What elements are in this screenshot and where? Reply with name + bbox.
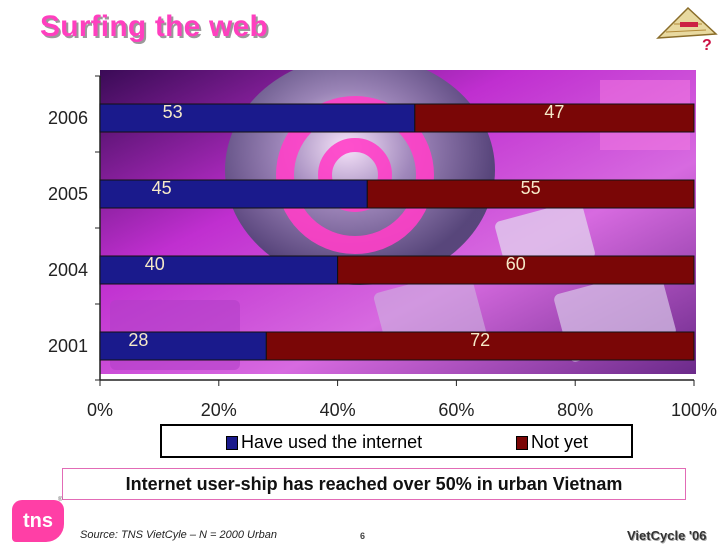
tns-logo: tns: [12, 500, 64, 542]
bar-not-yet-2006: [414, 103, 695, 133]
data-label: 47: [544, 102, 564, 122]
bar-have-used-2005: [99, 179, 368, 209]
y-tick-label: 2001: [48, 336, 88, 356]
brand-footer: VietCycle '06: [627, 528, 707, 543]
legend-label: Not yet: [531, 432, 589, 452]
y-tick-label: 2005: [48, 184, 88, 204]
bar-not-yet-2004: [337, 255, 695, 285]
data-label: 28: [128, 330, 148, 350]
legend-label: Have used the internet: [241, 432, 423, 452]
x-tick-label: 0%: [87, 400, 113, 420]
conical-hat-question-icon: ?: [656, 6, 718, 52]
data-label: 55: [521, 178, 541, 198]
svg-text:?: ?: [702, 37, 712, 52]
bar-have-used-2006: [99, 103, 416, 133]
source-note: Source: TNS VietCyle – N = 2000 Urban: [80, 529, 277, 541]
chart-legend: Have used the internet Not yet: [160, 424, 633, 458]
page-number: 6: [360, 531, 366, 541]
x-tick-label: 100%: [671, 400, 717, 420]
legend-swatch-have-used: [226, 435, 238, 450]
bar-not-yet-2005: [366, 179, 695, 209]
slide-title: Surfing the web: [40, 10, 268, 43]
legend-swatch-not-yet: [516, 435, 528, 450]
bar-have-used-2001: [99, 331, 267, 361]
x-tick-label: 40%: [320, 400, 356, 420]
legend-item-have-used: Have used the internet: [226, 432, 422, 453]
legend-item-not-yet: Not yet: [516, 432, 588, 453]
y-tick-label: 2006: [48, 108, 88, 128]
bar-have-used-2004: [99, 255, 339, 285]
x-tick-label: 80%: [557, 400, 593, 420]
data-label: 60: [506, 254, 526, 274]
data-label: 72: [470, 330, 490, 350]
trademark-mark: ®: [58, 497, 63, 503]
data-label: 45: [152, 178, 172, 198]
bar-not-yet-2001: [265, 331, 695, 361]
data-label: 53: [163, 102, 183, 122]
x-tick-label: 60%: [438, 400, 474, 420]
chart-background-photo: [100, 70, 696, 374]
x-tick-label: 20%: [201, 400, 237, 420]
headline-banner: Internet user-ship has reached over 50% …: [62, 468, 686, 500]
y-tick-label: 2004: [48, 260, 88, 280]
data-label: 40: [145, 254, 165, 274]
